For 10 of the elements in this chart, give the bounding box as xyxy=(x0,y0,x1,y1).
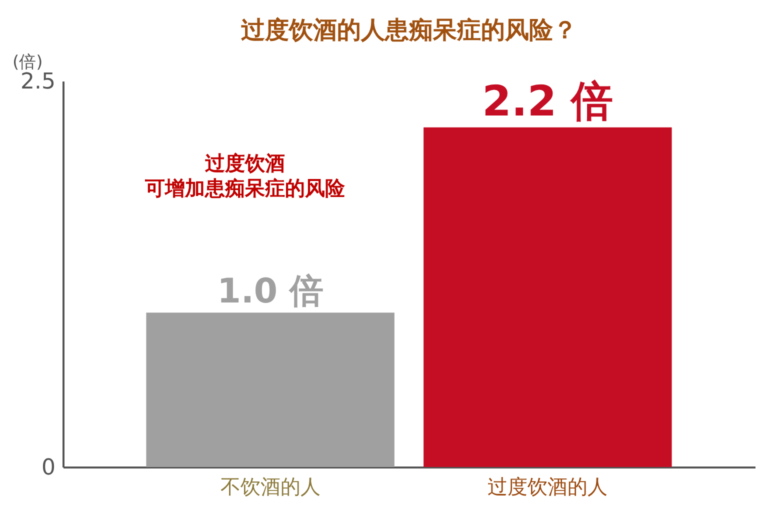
y-tick-label: 2.5 xyxy=(20,70,56,94)
x-tick-label: 不饮酒的人 xyxy=(220,474,320,498)
annotation: 可增加患痴呆症的风险 xyxy=(144,176,346,200)
chart-title: 过度饮酒的人患痴呆症的风险？ xyxy=(240,15,577,44)
y-axis-title: (倍) xyxy=(12,52,43,72)
annotation: 过度饮酒 xyxy=(204,151,285,175)
data-label: 2.2 倍 xyxy=(482,76,614,126)
data-label: 1.0 倍 xyxy=(217,272,324,312)
y-tick-label: 0 xyxy=(42,456,56,480)
x-tick-label: 过度饮酒的人 xyxy=(488,474,608,498)
